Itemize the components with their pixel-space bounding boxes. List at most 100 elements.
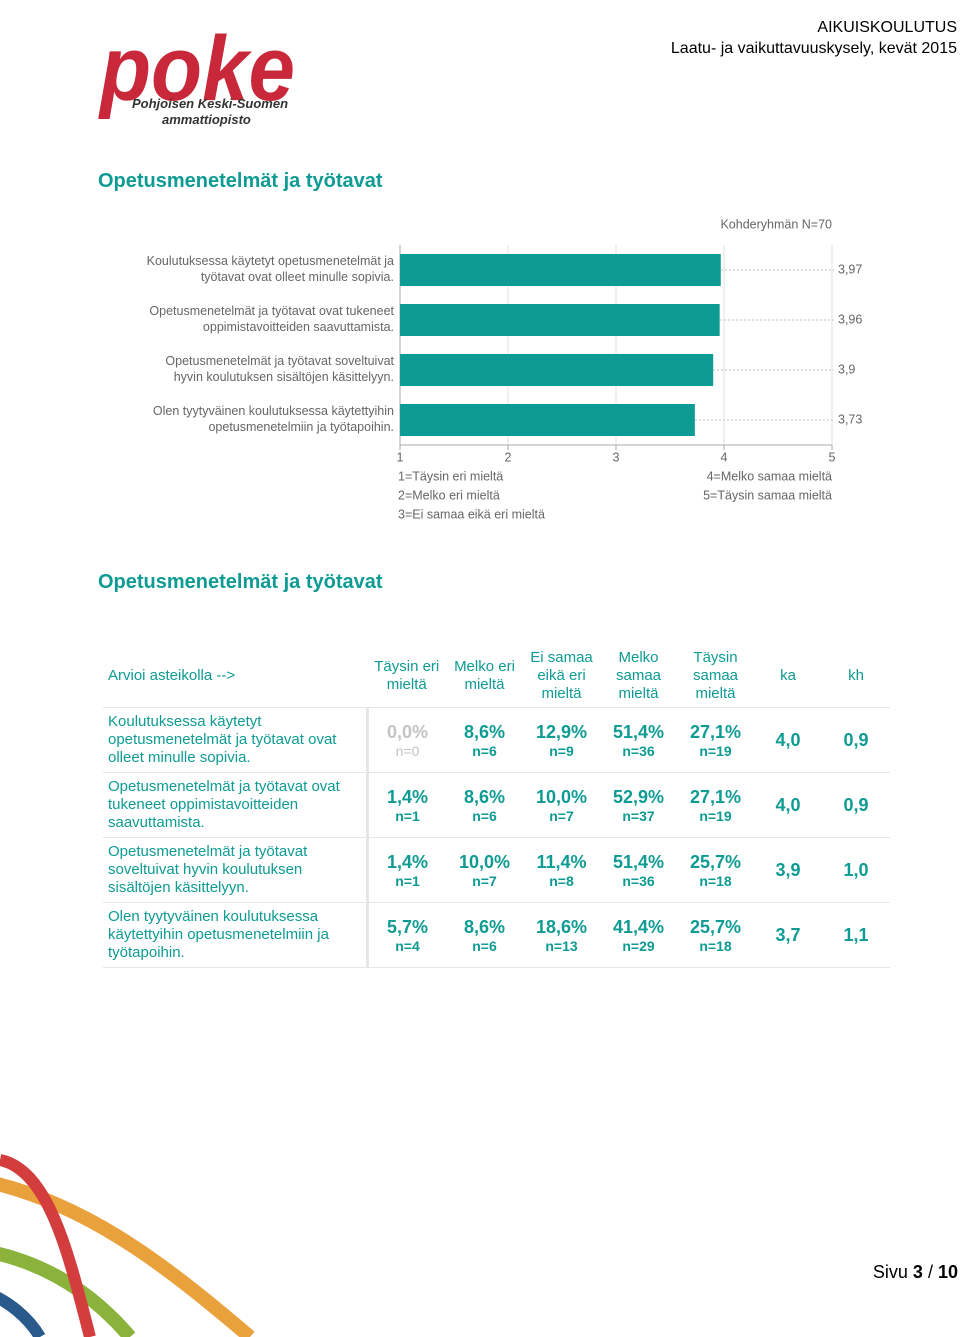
- count: n=36: [622, 872, 655, 889]
- category-line: Opetusmenetelmät ja työtavat soveltuivat: [165, 354, 394, 368]
- cell: 25,7% n=18: [677, 837, 754, 903]
- header-row: Arvioi asteikolla --> Täysin eri mieltä Me…: [103, 645, 890, 708]
- table-row: Koulutuksessa käytetyt opetusmenetelmät …: [103, 707, 890, 773]
- count: n=36: [622, 742, 655, 759]
- percent: 51,4%: [612, 851, 665, 872]
- scale-legend: 2=Melko eri mieltä: [398, 488, 500, 502]
- page-current: 3: [912, 1262, 923, 1282]
- logo-sub: ammattiopisto: [162, 112, 251, 127]
- cell: 12,9% n=9: [523, 707, 600, 773]
- survey: Laatu- ja vaikuttavuuskysely, kevät 2015: [671, 40, 957, 57]
- percent: 8,6%: [463, 721, 506, 742]
- cell: 8,6% n=6: [446, 902, 523, 968]
- category-label: Koulutuksessa käytetyt opetusmenetelmät …: [147, 254, 394, 284]
- note: Kohderyhmän N=70: [720, 217, 832, 231]
- category-line: Koulutuksessa käytetyt opetusmenetelmät …: [147, 254, 394, 268]
- value-label: 3,97: [838, 262, 862, 276]
- table-row: Opetusmenetelmät ja työtavat ovat tukene…: [103, 772, 890, 838]
- category-line: Opetusmenetelmät ja työtavat ovat tukene…: [149, 304, 394, 318]
- logo: poke Pohjoisen Keski-Suomen ammattiopist…: [97, 18, 957, 127]
- x-tick-label: 3: [613, 450, 620, 464]
- cell: 51,4% n=36: [600, 837, 677, 903]
- percent: 5,7%: [386, 916, 429, 937]
- bar: [400, 404, 695, 436]
- category-line: työtavat ovat olleet minulle sopivia.: [201, 270, 394, 284]
- bar: [400, 304, 720, 336]
- bar: [400, 354, 714, 386]
- header-cell: Arvioi asteikolla -->: [103, 645, 368, 708]
- cell: 0,0% n=0: [367, 707, 446, 773]
- org: AIKUISKOULUTUS: [817, 19, 957, 36]
- cell: 1,4% n=1: [367, 772, 446, 838]
- scale-legend: 5=Täysin samaa mieltä: [703, 488, 832, 502]
- chart: Kohderyhmän N=70 1 2 3 4 5 3,97 Koulutuksessa k…: [147, 217, 863, 521]
- header-cell: Ei samaa eikä eri mieltä: [523, 645, 600, 708]
- logo-sub: Pohjoisen Keski-Suomen: [132, 96, 288, 111]
- row-label: Opetusmenetelmät ja työtavat soveltuivat…: [103, 837, 369, 903]
- scale-legend: 3=Ei samaa eikä eri mieltä: [398, 507, 545, 521]
- results-table: Arvioi asteikolla --> Täysin eri mieltä Me…: [103, 645, 890, 968]
- count: n=8: [549, 872, 574, 889]
- count: n=18: [699, 872, 732, 889]
- count: n=6: [472, 742, 497, 759]
- cell: 8,6% n=6: [446, 707, 523, 773]
- std-dev: 0,9: [822, 772, 890, 838]
- mean: 3,9: [754, 837, 822, 903]
- category-line: opetusmenetelmiin ja työtapoihin.: [208, 420, 394, 434]
- count: n=6: [472, 937, 497, 954]
- mean: 4,0: [754, 707, 822, 773]
- cell: 1,4% n=1: [367, 837, 446, 903]
- count: n=37: [622, 807, 655, 824]
- category-label: Opetusmenetelmät ja työtavat soveltuivat…: [165, 354, 394, 384]
- percent: 18,6%: [535, 916, 588, 937]
- table-row: Opetusmenetelmät ja työtavat soveltuivat…: [103, 837, 890, 903]
- count: n=1: [395, 807, 420, 824]
- cell: 8,6% n=6: [446, 772, 523, 838]
- cell: 18,6% n=13: [523, 902, 600, 968]
- cell: 25,7% n=18: [677, 902, 754, 968]
- bar: [400, 254, 721, 286]
- percent: 8,6%: [463, 786, 506, 807]
- percent: 11,4%: [536, 851, 587, 872]
- count: n=19: [699, 742, 732, 759]
- std-dev: 0,9: [822, 707, 890, 773]
- cell: 52,9% n=37: [600, 772, 677, 838]
- page-prefix: Sivu: [872, 1262, 908, 1282]
- value-label: 3,73: [838, 412, 862, 426]
- count: n=1: [395, 872, 420, 889]
- count: n=0: [395, 742, 420, 759]
- header-cell: Melko samaa mieltä: [600, 645, 677, 708]
- cell: 10,0% n=7: [523, 772, 600, 838]
- percent: 1,4%: [386, 851, 429, 872]
- std-dev: 1,1: [822, 902, 890, 968]
- section-title: Opetusmenetelmät ja työtavat: [98, 571, 383, 593]
- percent: 25,7%: [689, 851, 742, 872]
- header-cell: kh: [822, 645, 890, 708]
- count: n=6: [472, 807, 497, 824]
- mean: 3,7: [754, 902, 822, 968]
- cell: 11,4% n=8: [523, 837, 600, 903]
- percent: 10,0%: [535, 786, 588, 807]
- percent: 1,4%: [386, 786, 429, 807]
- cell: 27,1% n=19: [677, 707, 754, 773]
- table-row: Olen tyytyväinen koulutuksessa käytettyi…: [103, 902, 890, 968]
- count: n=9: [549, 742, 574, 759]
- header-cell: Melko eri mieltä: [446, 645, 523, 708]
- decoration: [0, 1154, 255, 1337]
- count: n=18: [699, 937, 732, 954]
- header-cell: Täysin samaa mieltä: [677, 645, 754, 708]
- category-label: Olen tyytyväinen koulutuksessa käytettyi…: [153, 404, 394, 434]
- percent: 12,9%: [535, 721, 588, 742]
- percent: 8,6%: [463, 916, 506, 937]
- section-title: Opetusmenetelmät ja työtavat: [98, 170, 383, 192]
- cell: 10,0% n=7: [446, 837, 523, 903]
- percent: 27,1%: [689, 786, 742, 807]
- x-tick-label: 1: [397, 450, 404, 464]
- count: n=29: [622, 937, 655, 954]
- header-cell: Täysin eri mieltä: [367, 645, 446, 708]
- page-sep: /: [927, 1262, 933, 1282]
- x-tick-label: 5: [829, 450, 836, 464]
- percent: 27,1%: [689, 721, 742, 742]
- count: n=7: [549, 807, 574, 824]
